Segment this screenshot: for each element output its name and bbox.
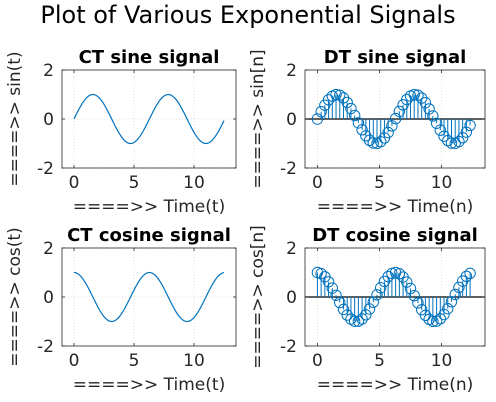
x-axis-label: ====>> Time(n) xyxy=(317,375,474,395)
y-tick-label: 0 xyxy=(43,110,54,130)
subplot-title: CT sine signal xyxy=(79,47,220,68)
x-tick-label: 0 xyxy=(69,173,80,193)
x-tick-label: 0 xyxy=(312,351,323,371)
x-tick-label: 0 xyxy=(312,173,323,193)
y-tick-label: 2 xyxy=(43,61,54,81)
x-tick-label: 5 xyxy=(129,351,140,371)
y-tick-label: 0 xyxy=(286,288,297,308)
x-tick-label: 10 xyxy=(431,173,453,193)
x-tick-label: 0 xyxy=(69,351,80,371)
y-tick-label: -2 xyxy=(280,159,297,179)
x-tick-label: 10 xyxy=(183,173,205,193)
y-tick-label: -2 xyxy=(280,337,297,357)
subplot-title: CT cosine signal xyxy=(67,225,231,246)
x-tick-label: 5 xyxy=(374,173,385,193)
y-tick-label: 2 xyxy=(286,239,297,259)
x-tick-label: 10 xyxy=(183,351,205,371)
subplot-title: DT sine signal xyxy=(324,47,467,68)
y-tick-label: 0 xyxy=(286,110,297,130)
subplot-title: DT cosine signal xyxy=(312,225,478,246)
x-axis-label: ====>> Time(n) xyxy=(317,197,474,217)
y-tick-label: 0 xyxy=(43,288,54,308)
y-axis-label: ====>> sin[n] xyxy=(248,49,268,188)
y-axis-label: ====>> cos[n] xyxy=(248,225,268,369)
y-tick-label: -2 xyxy=(37,159,54,179)
y-tick-label: 2 xyxy=(43,239,54,259)
x-tick-label: 5 xyxy=(374,351,385,371)
y-tick-label: 2 xyxy=(286,61,297,81)
y-tick-label: -2 xyxy=(37,337,54,357)
x-tick-label: 10 xyxy=(431,351,453,371)
x-axis-label: ====>> Time(t) xyxy=(73,197,225,217)
y-axis-label: ====>> sin(t) xyxy=(5,51,25,186)
y-axis-label: ====>> cos(t) xyxy=(5,227,25,366)
x-tick-label: 5 xyxy=(129,173,140,193)
figure-suptitle: Plot of Various Exponential Signals xyxy=(40,1,455,29)
x-axis-label: ====>> Time(t) xyxy=(73,375,225,395)
